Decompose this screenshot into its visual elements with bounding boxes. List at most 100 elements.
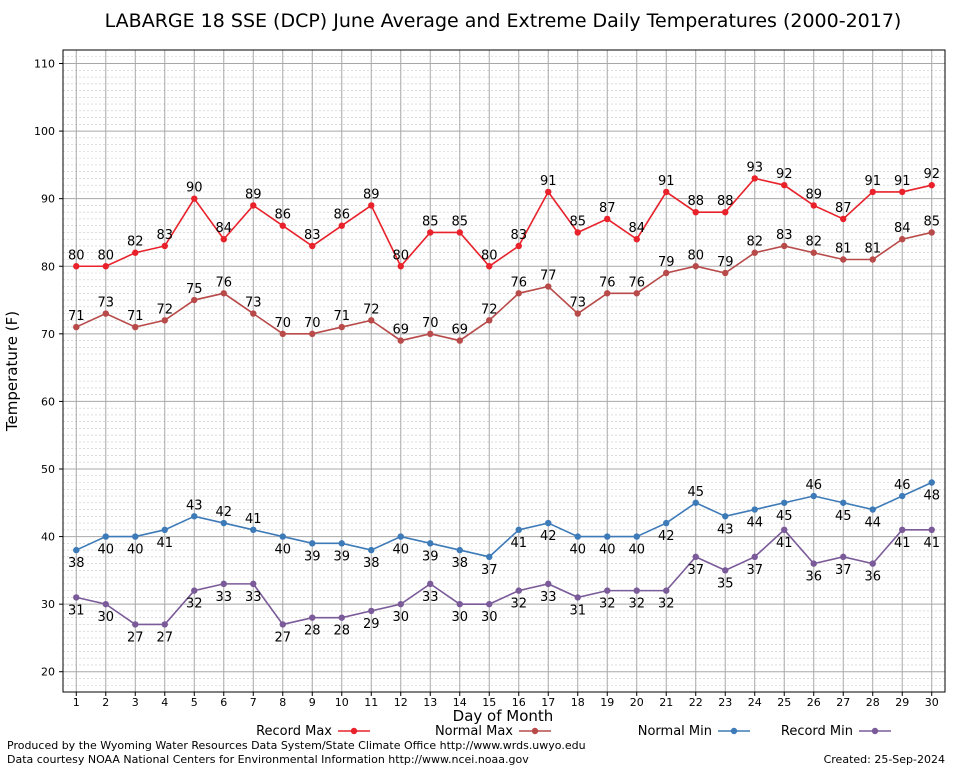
y-tick-label: 50 bbox=[41, 463, 55, 476]
data-point-record-max bbox=[279, 222, 286, 229]
data-label-normal-max: 72 bbox=[481, 302, 498, 317]
data-label-normal-min: 40 bbox=[127, 543, 144, 558]
data-label-record-max: 85 bbox=[422, 214, 439, 229]
x-tick-label: 16 bbox=[512, 696, 526, 709]
data-label-normal-min: 38 bbox=[363, 556, 380, 571]
y-tick-label: 90 bbox=[41, 193, 55, 206]
data-label-normal-min: 39 bbox=[333, 549, 350, 564]
x-tick-label: 2 bbox=[102, 696, 109, 709]
footer-produced-by: Produced by the Wyoming Water Resources … bbox=[7, 739, 586, 752]
data-label-record-max: 86 bbox=[274, 208, 291, 223]
series-record-max: 80 80 82 83 90 84 89 86 83 86 89 80 85 85 80 83 91 85 87 84… bbox=[68, 160, 940, 270]
data-point-normal-max bbox=[692, 263, 699, 270]
y-tick-label: 80 bbox=[41, 260, 55, 273]
data-point-normal-min bbox=[722, 513, 729, 520]
y-tick-label: 20 bbox=[41, 666, 55, 679]
data-label-normal-max: 69 bbox=[392, 323, 409, 338]
data-label-normal-min: 43 bbox=[717, 522, 734, 537]
data-label-normal-min: 41 bbox=[510, 536, 527, 551]
data-point-normal-min bbox=[810, 492, 817, 500]
data-label-record-max: 83 bbox=[304, 228, 321, 243]
y-axis-label: Temperature (F) bbox=[3, 311, 21, 432]
data-label-normal-max: 71 bbox=[333, 309, 350, 324]
data-point-record-max bbox=[633, 236, 640, 243]
data-label-normal-max: 80 bbox=[687, 248, 704, 263]
data-label-normal-max: 85 bbox=[923, 214, 940, 229]
data-label-normal-max: 73 bbox=[245, 296, 262, 311]
data-label-record-min: 33 bbox=[422, 590, 439, 605]
data-label-record-min: 32 bbox=[186, 597, 203, 612]
data-point-record-min bbox=[250, 580, 257, 588]
data-label-record-max: 85 bbox=[569, 214, 586, 229]
data-label-record-min: 41 bbox=[923, 536, 940, 551]
data-point-record-min bbox=[220, 580, 227, 588]
data-label-normal-min: 40 bbox=[274, 543, 291, 558]
x-tick-label: 30 bbox=[925, 696, 939, 709]
data-point-record-min bbox=[692, 553, 699, 561]
data-point-normal-min bbox=[840, 499, 847, 506]
legend-marker-record-min bbox=[871, 727, 879, 735]
data-label-record-max: 91 bbox=[540, 174, 557, 189]
data-label-record-min: 29 bbox=[363, 617, 380, 632]
data-label-record-max: 93 bbox=[746, 160, 763, 175]
data-point-normal-max bbox=[397, 337, 404, 344]
data-point-record-max bbox=[250, 202, 257, 209]
data-point-record-min bbox=[309, 614, 316, 621]
data-point-normal-min bbox=[574, 533, 581, 540]
data-label-record-min: 41 bbox=[776, 536, 793, 551]
data-label-normal-max: 73 bbox=[569, 296, 586, 311]
data-point-normal-max bbox=[191, 296, 198, 304]
plot-area-frame bbox=[62, 49, 946, 693]
series-line-normal-min bbox=[75, 481, 933, 558]
data-point-normal-min bbox=[604, 533, 611, 540]
data-point-record-min bbox=[810, 560, 817, 567]
data-label-record-min: 32 bbox=[599, 597, 616, 612]
data-label-record-max: 87 bbox=[599, 201, 616, 216]
data-label-record-min: 31 bbox=[68, 603, 85, 618]
data-point-record-min bbox=[191, 587, 198, 594]
data-point-normal-min bbox=[486, 553, 493, 561]
x-tick-label: 9 bbox=[309, 696, 316, 709]
data-point-record-min bbox=[456, 600, 463, 608]
data-label-normal-max: 71 bbox=[127, 309, 144, 324]
data-label-record-min: 36 bbox=[864, 570, 881, 585]
data-label-record-min: 30 bbox=[451, 610, 468, 625]
series-line-normal-max bbox=[75, 231, 932, 342]
data-point-record-min bbox=[869, 560, 876, 567]
series-record-min: 31 30 27 27 32 33 33 27 28 28 29 30 33 30 30 32 33 31 32 32… bbox=[68, 526, 940, 645]
legend-marker-normal-min bbox=[730, 727, 738, 735]
data-label-record-min: 28 bbox=[333, 624, 350, 639]
data-label-normal-min: 44 bbox=[864, 516, 881, 531]
data-point-record-max bbox=[191, 195, 198, 202]
data-label-record-max: 91 bbox=[864, 174, 881, 189]
data-point-record-max bbox=[515, 242, 522, 250]
data-label-normal-max: 70 bbox=[304, 316, 321, 331]
data-point-normal-min bbox=[102, 533, 109, 540]
x-tick-label: 28 bbox=[866, 696, 880, 709]
data-point-record-min bbox=[928, 526, 935, 534]
data-point-normal-max bbox=[368, 317, 375, 324]
series: 80 80 82 83 90 84 89 86 83 86 89 80 85 85 80 83 91 85 87 84… bbox=[68, 160, 940, 645]
data-label-record-min: 37 bbox=[746, 563, 763, 578]
footer-created-date: Created: 25-Sep-2024 bbox=[824, 753, 945, 766]
data-point-normal-max bbox=[132, 323, 139, 331]
data-point-record-min bbox=[781, 526, 788, 534]
x-axis-label: Day of Month bbox=[453, 707, 554, 725]
data-label-record-max: 83 bbox=[510, 228, 527, 243]
data-label-normal-min: 40 bbox=[628, 543, 645, 558]
data-point-normal-max bbox=[633, 290, 640, 297]
x-tick-label: 8 bbox=[279, 696, 286, 709]
data-point-record-min bbox=[574, 594, 581, 601]
data-point-record-max bbox=[427, 229, 434, 236]
data-point-record-max bbox=[663, 188, 670, 196]
footer-data-courtesy: Data courtesy NOAA National Centers for … bbox=[7, 753, 529, 766]
data-label-record-min: 36 bbox=[805, 570, 822, 585]
data-label-normal-min: 38 bbox=[68, 556, 85, 571]
data-label-normal-min: 42 bbox=[215, 505, 232, 520]
y-tick-label: 40 bbox=[41, 531, 55, 544]
x-tick-label: 11 bbox=[364, 696, 378, 709]
data-point-normal-max bbox=[751, 249, 758, 256]
data-point-normal-min bbox=[545, 519, 552, 527]
x-tick-label: 26 bbox=[807, 696, 821, 709]
data-point-record-max bbox=[574, 229, 581, 236]
